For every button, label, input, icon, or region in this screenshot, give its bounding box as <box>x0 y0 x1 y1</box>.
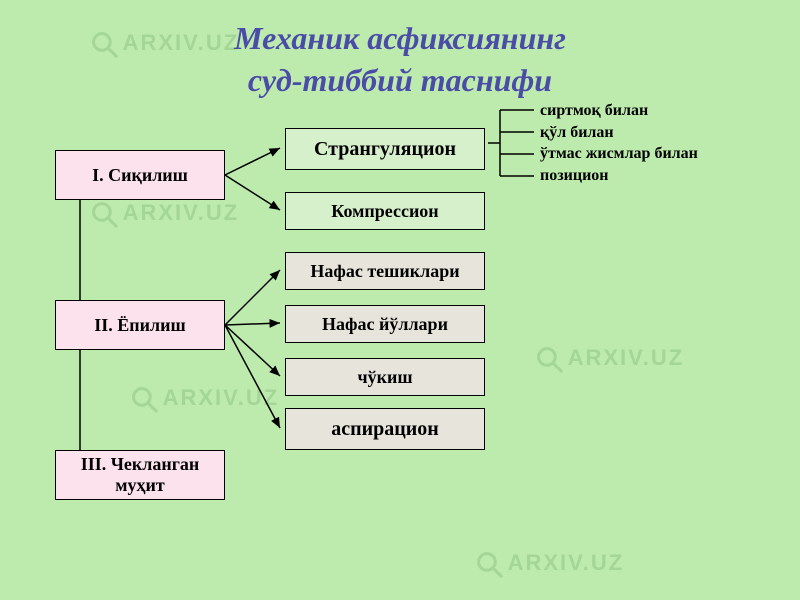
sublist-item: қўл билан <box>540 122 698 144</box>
subtype-box-r2: Компрессион <box>285 192 485 230</box>
sublist-item: ўтмас жисмлар билан <box>540 143 698 165</box>
subtype-label: Нафас тешиклари <box>310 261 459 282</box>
category-box-b1: I. Сиқилиш <box>55 150 225 200</box>
strangulation-sublist: сиртмоқ биланқўл биланўтмас жисмлар била… <box>540 100 698 186</box>
category-label: I. Сиқилиш <box>92 165 188 186</box>
category-box-b2: II. Ёпилиш <box>55 300 225 350</box>
category-label: III. Чекланган муҳит <box>56 454 224 496</box>
subtype-label: Компрессион <box>331 201 438 222</box>
subtype-label: Нафас йўллари <box>322 314 448 335</box>
category-box-b3: III. Чекланган муҳит <box>55 450 225 500</box>
subtype-box-r4: Нафас йўллари <box>285 305 485 343</box>
subtype-box-r6: аспирацион <box>285 408 485 450</box>
subtype-label: Странгуляцион <box>314 138 456 161</box>
sublist-item: позицион <box>540 165 698 187</box>
sublist-item: сиртмоқ билан <box>540 100 698 122</box>
title-line-1: Механик асфиксиянинг <box>0 20 800 57</box>
category-label: II. Ёпилиш <box>94 315 185 336</box>
title-line-2: суд-тиббий таснифи <box>0 62 800 99</box>
subtype-label: аспирацион <box>331 418 439 441</box>
subtype-box-r3: Нафас тешиклари <box>285 252 485 290</box>
subtype-box-r5: чўкиш <box>285 358 485 396</box>
subtype-label: чўкиш <box>357 367 412 388</box>
subtype-box-r1: Странгуляцион <box>285 128 485 170</box>
